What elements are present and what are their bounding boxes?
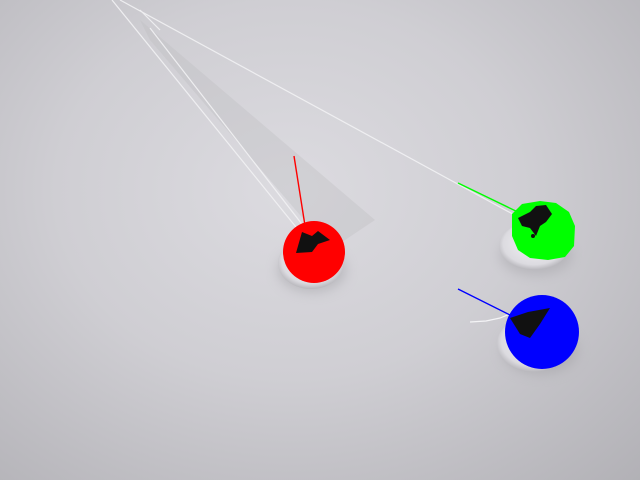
green-marker-blob <box>518 205 552 236</box>
blue-string-tail <box>469 313 511 323</box>
blue-marker-blob <box>510 308 550 338</box>
string-to-red <box>111 0 301 233</box>
blue-marker-disc <box>505 295 579 369</box>
string-knot <box>139 9 161 31</box>
red-puck <box>278 155 346 292</box>
suspension-strings <box>111 0 521 233</box>
green-marker-dot <box>531 234 535 238</box>
green-puck <box>457 182 575 275</box>
red-marker-blob <box>296 231 330 253</box>
red-direction-line <box>293 155 307 233</box>
green-direction-line <box>457 182 523 215</box>
blue-direction-line <box>457 288 513 317</box>
red-marker-disc <box>283 221 345 283</box>
blue-puck <box>457 288 579 374</box>
string-to-green <box>119 0 521 219</box>
string-to-red-2 <box>149 27 309 233</box>
string-shadow <box>140 20 375 250</box>
